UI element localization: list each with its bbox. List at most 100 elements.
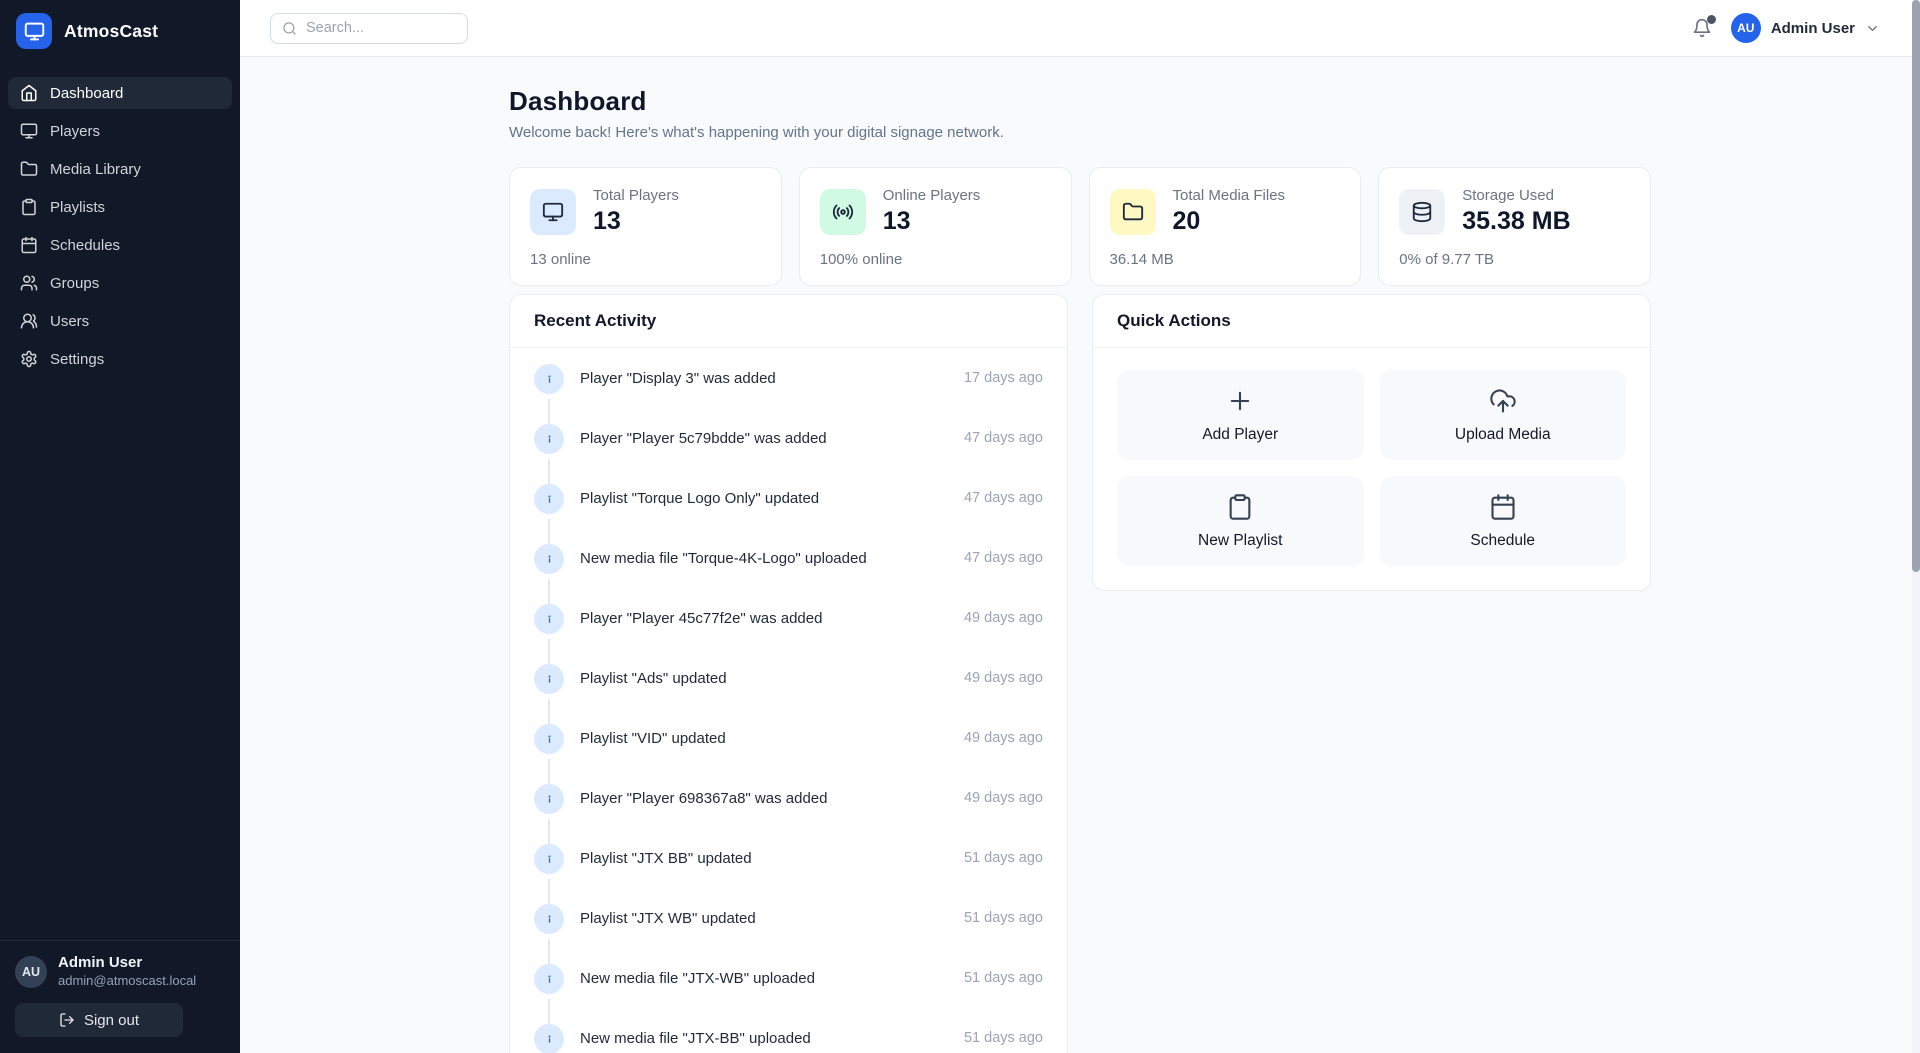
logout-icon [59, 1012, 75, 1028]
activity-time: 51 days ago [963, 970, 1043, 986]
clipboard-icon [20, 198, 38, 216]
quick-action-label: New Playlist [1198, 531, 1283, 549]
info-icon [534, 844, 564, 874]
activity-time: 51 days ago [963, 1030, 1043, 1046]
database-icon [1399, 188, 1446, 235]
quick-actions-title: Quick Actions [1093, 295, 1650, 348]
sidebar-user-section: AU Admin User admin@atmoscast.local Sign… [0, 940, 240, 1053]
sidebar-item-label: Users [50, 312, 90, 330]
sidebar-item-label: Playlists [50, 198, 106, 216]
info-icon [534, 904, 564, 934]
activity-item: New media file "JTX-BB" uploaded 51 days … [534, 1024, 1043, 1053]
monitor-cast-icon [16, 13, 52, 49]
scrollbar-track [1912, 0, 1920, 1053]
activity-item: Playlist "JTX WB" updated 51 days ago [534, 904, 1043, 964]
page-title: Dashboard [509, 86, 647, 116]
info-icon [534, 364, 564, 394]
search-input[interactable] [306, 20, 456, 36]
info-icon [534, 724, 564, 754]
stat-caption: 36.14 MB [1109, 251, 1174, 268]
sidebar-item-settings[interactable]: Settings [8, 343, 232, 375]
quick-action-schedule[interactable]: Schedule [1379, 476, 1626, 566]
sidebar-item-label: Media Library [50, 160, 141, 178]
user-menu[interactable]: AU Admin User [1730, 13, 1880, 43]
info-icon [534, 1024, 564, 1053]
broadcast-icon [819, 188, 866, 235]
activity-text: Playlist "JTX BB" updated [580, 850, 752, 867]
stat-label: Total Players [593, 187, 679, 204]
activity-item: New media file "Torque-4K-Logo" uploaded… [534, 544, 1043, 604]
user-email: admin@atmoscast.local [58, 973, 197, 989]
activity-time: 49 days ago [963, 670, 1043, 686]
folder-icon [1109, 188, 1156, 235]
timeline-connector [548, 759, 550, 784]
recent-activity-title: Recent Activity [510, 295, 1067, 348]
sidebar-user-info: AU Admin User admin@atmoscast.local [15, 954, 225, 990]
sidebar-item-dashboard[interactable]: Dashboard [8, 77, 232, 109]
activity-item: Player "Player 698367a8" was added 49 day… [534, 784, 1043, 844]
stat-caption: 13 online [530, 251, 591, 268]
stat-caption: 100% online [819, 251, 903, 268]
activity-time: 17 days ago [963, 370, 1043, 386]
stat-label: Online Players [882, 187, 981, 204]
activity-text: New media file "JTX-BB" uploaded [580, 1030, 811, 1047]
avatar: AU [15, 956, 47, 989]
sidebar-item-schedules[interactable]: Schedules [8, 229, 232, 261]
info-icon [534, 784, 564, 814]
sidebar-item-groups[interactable]: Groups [8, 267, 232, 299]
sidebar-item-playlists[interactable]: Playlists [8, 191, 232, 223]
upload-cloud-icon [1489, 387, 1517, 415]
settings-icon [20, 350, 38, 368]
sidebar-nav: Dashboard Players Media Library Playlists Sc… [0, 59, 240, 940]
quick-action-add-player[interactable]: Add Player [1117, 370, 1364, 460]
stats-row: Total Players 13 13 online Online Players 13… [509, 167, 1651, 286]
activity-time: 47 days ago [963, 430, 1043, 446]
search-box [270, 12, 468, 44]
info-icon [534, 604, 564, 634]
stat-label: Total Media Files [1172, 187, 1286, 204]
timeline-connector [548, 579, 550, 604]
sidebar-item-users[interactable]: Users [8, 305, 232, 337]
monitor-icon [530, 188, 576, 235]
stat-card-storage-used: Storage Used 35.38 MB 0% of 9.77 TB [1378, 167, 1651, 286]
plus-icon [1226, 387, 1254, 415]
clipboard-icon [1226, 493, 1254, 521]
activity-text: Playlist "Torque Logo Only" updated [580, 490, 820, 507]
recent-activity-panel: Recent Activity Player "Display 3" was a… [509, 294, 1068, 1053]
groups-icon [20, 274, 38, 292]
notifications-button[interactable] [1690, 15, 1716, 40]
activity-text: Playlist "JTX WB" updated [580, 910, 756, 927]
activity-text: Playlist "VID" updated [580, 730, 726, 747]
activity-text: New media file "JTX-WB" uploaded [580, 970, 815, 987]
quick-action-new-playlist[interactable]: New Playlist [1117, 476, 1364, 566]
activity-text: Player "Player 5c79bdde" was added [580, 430, 827, 447]
search-icon [282, 21, 297, 36]
sign-out-label: Sign out [83, 1011, 140, 1029]
activity-text: Player "Player 698367a8" was added [580, 790, 828, 807]
stat-value: 20 [1172, 207, 1201, 235]
scrollbar-thumb[interactable] [1912, 0, 1920, 572]
activity-item: Playlist "Torque Logo Only" updated 47 da… [534, 484, 1043, 544]
activity-item: Player "Player 45c77f2e" was added 49 day… [534, 604, 1043, 664]
stat-card-total-media-files: Total Media Files 20 36.14 MB [1088, 167, 1362, 286]
sidebar-item-media-library[interactable]: Media Library [8, 153, 232, 185]
timeline-connector [548, 519, 550, 544]
activity-text: Player "Player 45c77f2e" was added [580, 610, 823, 627]
timeline-connector [548, 879, 550, 904]
sign-out-button[interactable]: Sign out [15, 1003, 183, 1037]
sidebar-item-players[interactable]: Players [8, 115, 232, 147]
activity-item: Player "Display 3" was added 17 days ago [534, 364, 1043, 424]
quick-actions-grid: Add Player Upload Media New Playlist Schedu… [1093, 348, 1650, 590]
quick-actions-panel: Quick Actions Add Player Upload Media New … [1092, 294, 1651, 591]
activity-time: 51 days ago [963, 850, 1043, 866]
stat-value: 13 [593, 207, 621, 235]
stat-value: 35.38 MB [1462, 207, 1571, 235]
activity-text: Playlist "Ads" updated [580, 670, 727, 687]
timeline-connector [548, 639, 550, 664]
quick-action-upload-media[interactable]: Upload Media [1379, 370, 1626, 460]
timeline-connector [548, 699, 550, 724]
stat-card-total-players: Total Players 13 13 online [509, 167, 782, 286]
sidebar-item-label: Dashboard [50, 84, 124, 102]
sidebar-item-label: Players [50, 122, 101, 140]
activity-time: 47 days ago [963, 550, 1043, 566]
